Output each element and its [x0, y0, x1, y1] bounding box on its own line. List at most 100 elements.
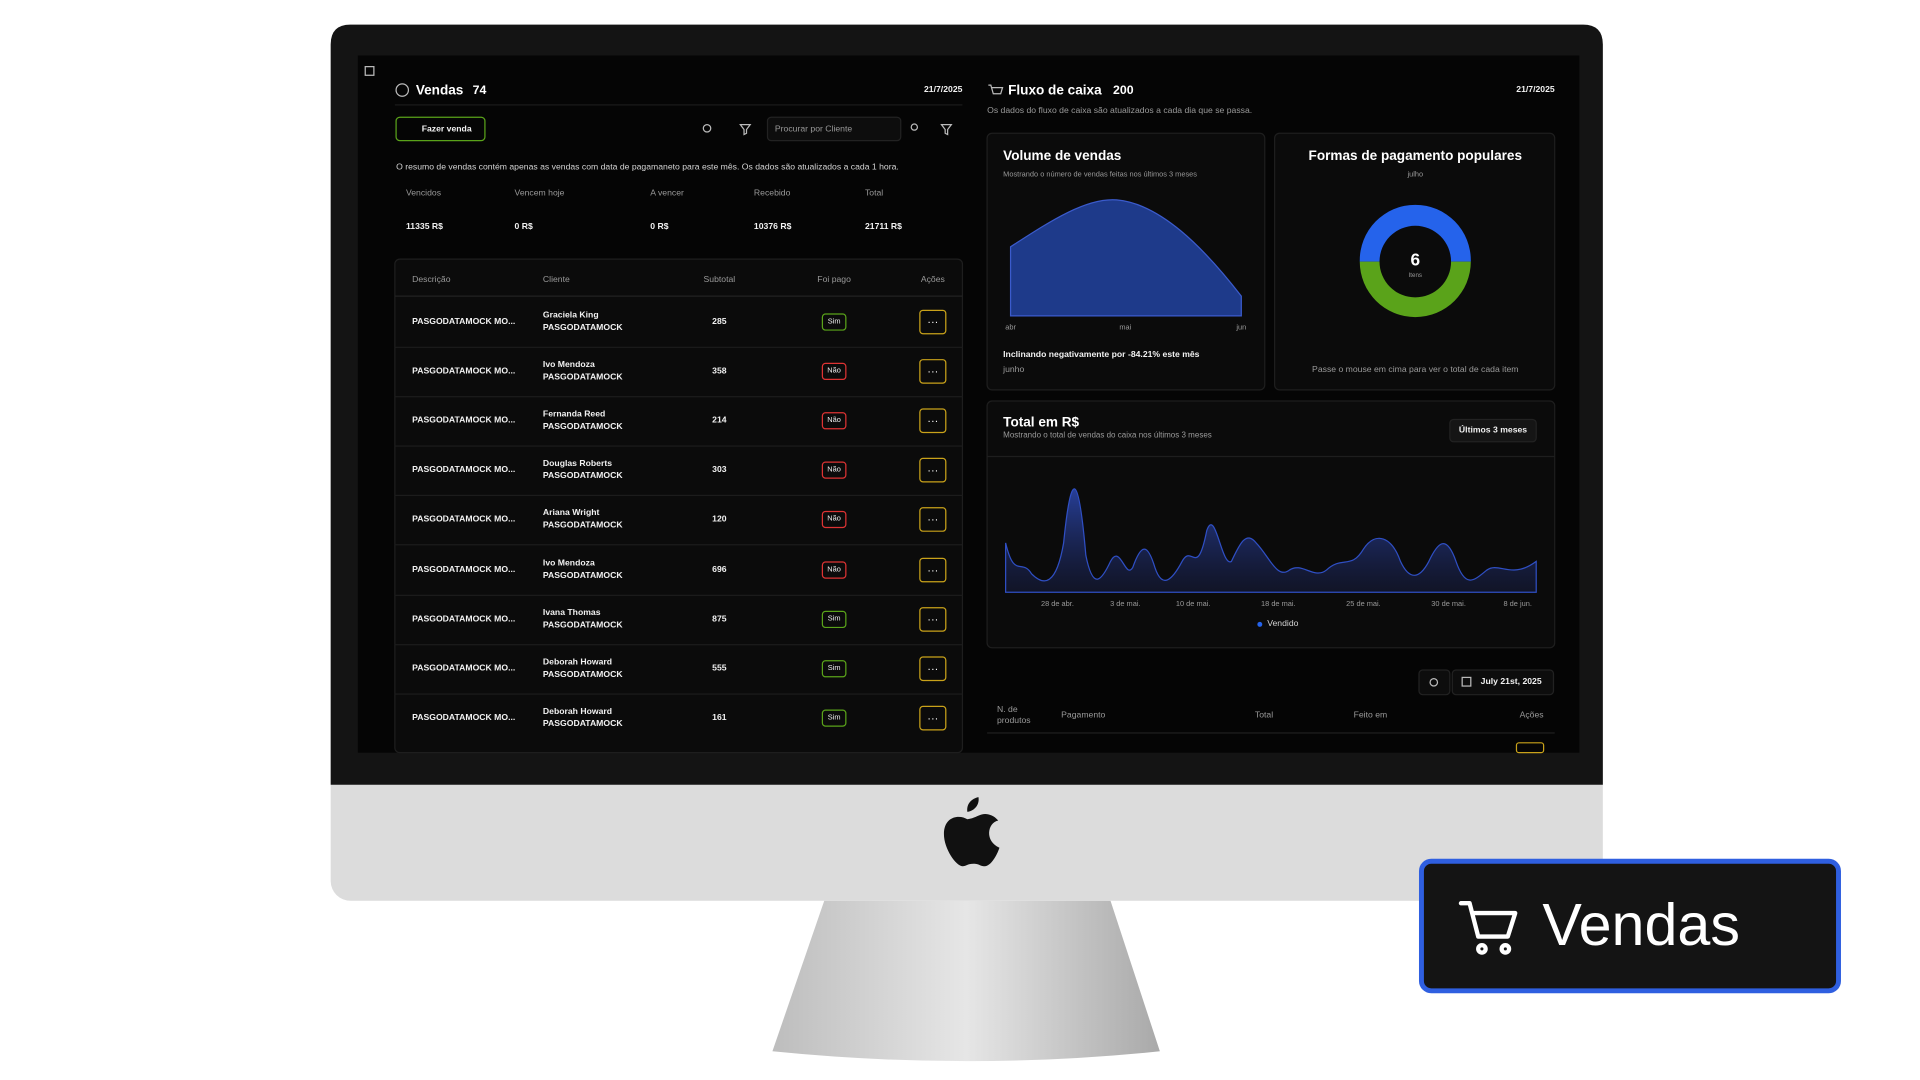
- donut-blue: [1359, 204, 1471, 262]
- card: [1274, 132, 1556, 391]
- subtotal: 303: [712, 465, 727, 475]
- trend: Inclinando negativamente por -84.21% est…: [1003, 351, 1200, 360]
- badge-box: [1418, 858, 1841, 994]
- payments-title: Formas de pagamento populares: [1308, 148, 1523, 164]
- action-button[interactable]: ···: [919, 507, 947, 533]
- row-divider: [394, 594, 963, 596]
- x-label: 3 de mai.: [1110, 600, 1141, 609]
- client: Ariana Wright: [542, 509, 600, 518]
- total-subtitle: Mostrando o total de vendas do caixa nos…: [1003, 431, 1212, 441]
- date-button[interactable]: July 21st, 2025: [1480, 678, 1542, 687]
- x-label: jun: [1236, 324, 1247, 332]
- range-button[interactable]: Últimos 3 meses: [1458, 426, 1528, 435]
- action-button[interactable]: ···: [919, 557, 947, 582]
- subtotal: 555: [712, 664, 727, 673]
- legend-dot: [1257, 621, 1263, 627]
- search-box[interactable]: [766, 116, 902, 142]
- bottom-header: Ações: [1519, 711, 1544, 720]
- table-header: Foi pago: [817, 275, 851, 285]
- description: PASGODATAMOCK MO...: [412, 416, 516, 425]
- action-button[interactable]: ···: [919, 606, 947, 632]
- action-button[interactable]: ···: [919, 358, 947, 384]
- client: Deborah Howard: [542, 707, 613, 717]
- refresh-box[interactable]: [1418, 669, 1451, 696]
- new-button-box[interactable]: [395, 116, 486, 142]
- description: PASGODATAMOCK MO...: [412, 515, 516, 525]
- row-divider: [394, 445, 963, 447]
- description: PASGODATAMOCK MO...: [412, 465, 516, 475]
- client-sub: PASGODATAMOCK: [542, 372, 623, 382]
- bottom-header: Total: [1254, 711, 1274, 720]
- action-button[interactable]: ···: [919, 457, 947, 483]
- right-title: Fluxo de caixa: [1008, 83, 1102, 99]
- client-sub: PASGODATAMOCK: [542, 720, 623, 729]
- client-sub: PASGODATAMOCK: [542, 472, 623, 481]
- action-box[interactable]: [1515, 742, 1545, 754]
- right-date: 21/7/2025: [1516, 85, 1555, 95]
- donut-green: [1359, 261, 1471, 318]
- description: PASGODATAMOCK MO...: [412, 317, 516, 326]
- subtotal: 161: [712, 713, 727, 723]
- client-sub: PASGODATAMOCK: [542, 422, 623, 432]
- paid-badge: Sim: [821, 660, 847, 678]
- paid-badge: Sim: [821, 709, 847, 727]
- description: PASGODATAMOCK MO...: [412, 614, 516, 624]
- table-header: Descrição: [412, 275, 451, 285]
- date-box[interactable]: [1451, 669, 1555, 696]
- new-button[interactable]: Fazer venda: [421, 124, 472, 134]
- action-button[interactable]: ···: [919, 309, 947, 334]
- action-button[interactable]: ···: [919, 705, 947, 731]
- client: Ivana Thomas: [542, 608, 601, 618]
- description: PASGODATAMOCK MO...: [412, 664, 516, 673]
- donut-value: 6: [1410, 249, 1421, 269]
- client: Ivo Mendoza: [542, 360, 595, 370]
- table-header: Ações: [920, 275, 945, 285]
- row-divider: [394, 693, 963, 695]
- left-date: 21/7/2025: [923, 85, 963, 95]
- search[interactable]: Procurar por Cliente: [774, 124, 853, 134]
- client-sub: PASGODATAMOCK: [542, 521, 623, 531]
- volume-area: [1009, 199, 1242, 317]
- action-button[interactable]: ···: [919, 656, 947, 681]
- range-box[interactable]: [1449, 418, 1537, 443]
- paid-badge: Não: [821, 411, 847, 430]
- summary-header: Recebido: [753, 189, 791, 199]
- summary-value: 21711 R$: [864, 222, 902, 232]
- table-header: Cliente: [542, 275, 570, 285]
- payments-subtitle: julho: [1407, 171, 1424, 179]
- client: Douglas Roberts: [542, 459, 613, 469]
- legend: Vendido: [1267, 620, 1299, 629]
- subtotal: 120: [712, 515, 727, 525]
- action-button[interactable]: ···: [919, 408, 947, 433]
- description: PASGODATAMOCK MO...: [412, 565, 516, 574]
- paid-badge: Não: [821, 362, 847, 380]
- x-label: 25 de mai.: [1346, 600, 1381, 609]
- summary-value: 0 R$: [650, 222, 669, 232]
- payments-footer: Passe o mouse em cima para ver o total d…: [1312, 365, 1519, 375]
- x-label: 30 de mai.: [1431, 600, 1466, 609]
- client-sub: PASGODATAMOCK: [542, 620, 623, 630]
- summary-header: A vencer: [650, 189, 684, 199]
- total-area: [1005, 488, 1537, 593]
- summary-header: Vencem hoje: [514, 189, 565, 199]
- paid-badge: Não: [821, 560, 847, 579]
- client: Ivo Mendoza: [542, 558, 595, 568]
- trend-sub: junho: [1003, 365, 1025, 375]
- paid-badge: Não: [821, 511, 847, 529]
- left-title: Vendas: [415, 83, 464, 99]
- bottom-header: N. de produtos: [996, 705, 1031, 726]
- subtotal: 696: [712, 565, 727, 574]
- left-count: 74: [472, 83, 487, 98]
- volume-title: Volume de vendas: [1003, 148, 1122, 164]
- donut-label: Itens: [1408, 272, 1422, 280]
- volume-subtitle: Mostrando o número de vendas feitas nos …: [1003, 171, 1197, 179]
- row-divider: [394, 643, 963, 645]
- subtotal: 214: [712, 416, 727, 425]
- x-label: abr: [1005, 324, 1016, 332]
- x-label: 10 de mai.: [1175, 600, 1211, 609]
- paid-badge: Sim: [821, 312, 847, 331]
- client-sub: PASGODATAMOCK: [542, 571, 623, 580]
- subtotal: 358: [712, 366, 727, 376]
